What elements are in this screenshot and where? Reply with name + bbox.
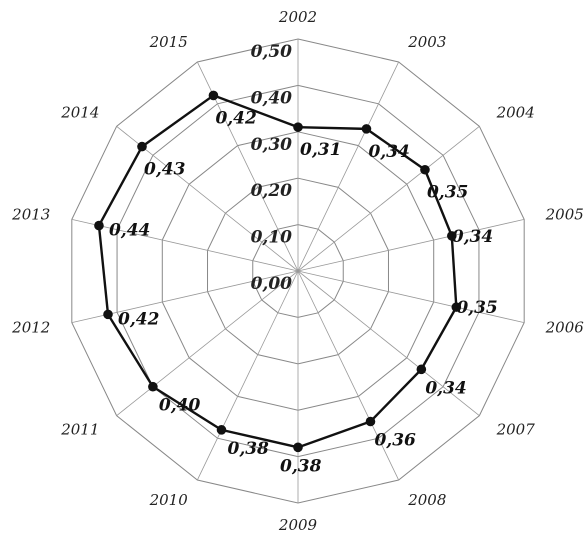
- axis-spoke: [71, 218, 299, 272]
- data-point: [148, 381, 158, 392]
- axis-spoke: [297, 270, 525, 324]
- axis-spoke: [297, 270, 400, 481]
- data-point: [103, 309, 113, 320]
- data-label: 0,34: [452, 227, 493, 247]
- data-label: 0,38: [280, 456, 322, 476]
- chart-series: [94, 90, 462, 453]
- data-label: 0,38: [227, 439, 269, 459]
- data-point: [416, 364, 427, 375]
- category-label: 2006: [545, 319, 585, 337]
- category-label: 2007: [496, 420, 536, 438]
- data-label: 0,43: [144, 160, 186, 180]
- tick-label: 0,30: [251, 135, 293, 155]
- data-point: [451, 302, 462, 312]
- data-point: [420, 164, 430, 175]
- axis-spoke: [297, 218, 525, 272]
- data-label: 0,36: [374, 430, 416, 450]
- data-label: 0,35: [427, 183, 468, 203]
- data-label: 0,34: [425, 378, 466, 398]
- data-point: [137, 141, 147, 152]
- tick-label: 0,10: [251, 228, 293, 248]
- data-label: 0,40: [159, 396, 201, 416]
- tick-label: 0,00: [251, 274, 293, 294]
- category-label: 2015: [149, 33, 188, 51]
- data-label: 0,42: [215, 108, 257, 128]
- category-label: 2004: [496, 104, 535, 122]
- tick-label: 0,50: [251, 42, 293, 62]
- chart-labels: 2002 2003 2004 2005 2006 2007 2008 2009 2010 2011…: [11, 8, 584, 534]
- category-label: 2011: [60, 420, 99, 438]
- data-point: [447, 231, 457, 241]
- data-point: [365, 416, 376, 427]
- category-label: 2008: [407, 491, 446, 509]
- category-label: 2012: [11, 319, 50, 337]
- category-label: 2005: [545, 205, 584, 223]
- tick-label: 0,20: [251, 181, 293, 201]
- data-point: [293, 442, 303, 453]
- axis-spoke: [297, 126, 480, 272]
- category-label: 2003: [407, 33, 446, 51]
- data-label: 0,34: [368, 142, 409, 162]
- data-point: [293, 122, 303, 132]
- category-label: 2013: [11, 205, 50, 223]
- axis-spoke: [116, 126, 299, 272]
- axis-spoke: [116, 270, 299, 416]
- category-label: 2002: [278, 8, 317, 26]
- category-label: 2014: [60, 104, 99, 122]
- axis-spoke: [297, 270, 480, 416]
- data-label: 0,44: [109, 221, 150, 241]
- axis-spoke: [196, 270, 299, 481]
- data-label: 0,31: [300, 140, 341, 160]
- data-point: [361, 124, 372, 134]
- axis-spoke: [297, 61, 400, 272]
- data-label: 0,42: [118, 309, 160, 329]
- data-label: 0,35: [456, 298, 497, 318]
- data-point: [216, 425, 227, 435]
- chart-grid: [71, 38, 525, 504]
- data-point: [94, 220, 104, 231]
- category-label: 2010: [149, 491, 189, 509]
- tick-label: 0,40: [251, 88, 293, 108]
- data-point: [208, 90, 219, 101]
- category-label: 2009: [278, 516, 318, 534]
